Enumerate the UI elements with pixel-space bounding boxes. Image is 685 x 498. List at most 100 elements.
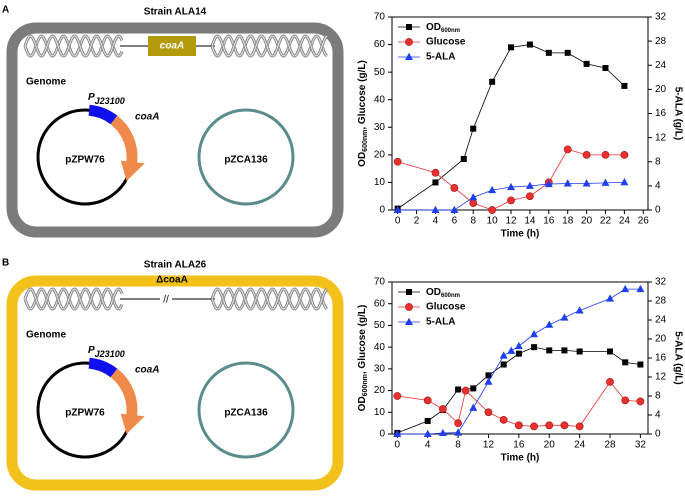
y-axis-label: OD600nm, Glucose (g/L): [357, 60, 370, 167]
marker: [636, 397, 645, 406]
legend-marker: [405, 317, 413, 325]
y2-tick-label: 16: [655, 108, 667, 119]
x-tick-label: 32: [635, 440, 647, 451]
marker: [507, 182, 516, 191]
marker: [530, 330, 539, 338]
marker: [601, 150, 610, 159]
diagram-title: Strain ALA14: [144, 7, 207, 18]
y-tick-label: 0: [379, 429, 385, 440]
marker: [576, 348, 583, 355]
y2-tick-label: 24: [655, 60, 667, 71]
marker: [526, 41, 533, 48]
marker: [620, 178, 629, 186]
x-tick-label: 28: [604, 440, 616, 451]
marker: [484, 377, 493, 385]
x-tick-label: 22: [600, 216, 612, 227]
marker: [470, 125, 477, 132]
y-tick-label: 20: [374, 149, 386, 160]
marker: [582, 179, 591, 187]
cell-frame: [6, 275, 344, 491]
marker: [582, 150, 591, 159]
marker: [606, 294, 615, 302]
marker: [485, 372, 492, 379]
x-tick-label: 24: [574, 440, 586, 451]
y-tick-label: 60: [374, 39, 386, 50]
marker: [525, 181, 534, 189]
x-axis-label: Time (h): [501, 453, 540, 464]
marker: [606, 377, 614, 386]
dna-strand-inner: [24, 288, 123, 310]
marker: [489, 78, 496, 85]
gene-arc: [110, 368, 138, 418]
x-tick-label: 0: [395, 440, 401, 451]
y2-tick-label: 0: [655, 429, 661, 440]
gene-box: [148, 36, 196, 56]
marker: [564, 49, 571, 56]
y-axis-label: OD600nm, Glucose (g/L): [357, 305, 370, 412]
legend-label: Glucose: [426, 302, 466, 313]
dna-strand-inner: [24, 35, 123, 57]
plasmid: [197, 361, 295, 459]
legend-label: 5-ALA: [426, 317, 455, 328]
y2-tick-label: 16: [655, 353, 667, 364]
marker: [545, 320, 554, 328]
marker: [454, 428, 463, 436]
marker: [423, 429, 432, 437]
promoter-label: PJ23100: [88, 92, 125, 107]
marker: [602, 65, 609, 72]
y-tick-label: 30: [374, 122, 386, 133]
marker: [455, 386, 462, 393]
gene-arc: [110, 115, 138, 165]
marker: [488, 185, 497, 194]
marker: [583, 60, 590, 67]
x-tick-label: 4: [433, 216, 439, 227]
marker: [622, 359, 629, 366]
y-tick-label: 60: [374, 298, 386, 309]
marker: [531, 344, 538, 351]
marker: [500, 361, 507, 368]
marker: [438, 428, 447, 437]
marker: [424, 417, 431, 424]
marker: [488, 206, 497, 214]
legend-marker: [406, 24, 412, 30]
legend-marker: [405, 52, 413, 60]
dna-strand-inner: [211, 35, 328, 57]
y2-axis-label: 5-ALA (g/L): [672, 331, 683, 385]
marker: [575, 306, 584, 314]
marker: [526, 192, 534, 201]
legend-label: Glucose: [426, 37, 466, 48]
dna-strand-inner: [211, 35, 328, 57]
marker: [431, 168, 440, 177]
y-tick-label: 20: [374, 385, 386, 396]
marker: [432, 179, 439, 186]
y2-tick-label: 4: [655, 410, 661, 421]
plasmid-label: pZCA136: [224, 155, 268, 166]
series-line: [397, 381, 641, 427]
plasmid-gene-label: coaA: [135, 112, 159, 123]
x-tick-label: 14: [524, 216, 536, 227]
marker: [545, 49, 552, 56]
y2-tick-label: 8: [655, 391, 661, 402]
marker: [530, 422, 538, 431]
marker: [621, 82, 628, 89]
x-tick-label: 10: [487, 216, 499, 227]
series-line: [397, 346, 641, 434]
x-tick-label: 20: [581, 216, 593, 227]
y2-tick-label: 28: [655, 296, 667, 307]
x-tick-label: 26: [638, 216, 650, 227]
promoter-arc: [88, 357, 118, 378]
legend-marker: [406, 289, 412, 295]
x-tick-label: 24: [619, 216, 631, 227]
break-mark: //: [163, 295, 169, 306]
marker: [423, 396, 432, 405]
y-tick-label: 0: [379, 205, 385, 216]
x-tick-label: 4: [425, 440, 431, 451]
marker: [563, 179, 572, 187]
marker: [507, 196, 515, 205]
promoter-arc: [88, 104, 118, 125]
gene-label: ΔcoaA: [156, 275, 188, 286]
marker: [545, 421, 554, 430]
x-tick-label: 20: [544, 440, 556, 451]
marker: [607, 348, 614, 355]
marker: [620, 150, 629, 159]
